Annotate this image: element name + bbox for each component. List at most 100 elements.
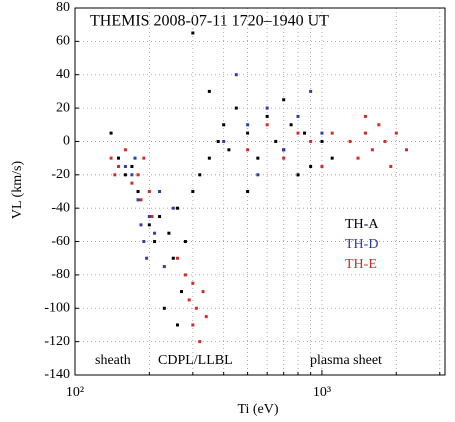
point xyxy=(171,206,175,210)
point xyxy=(265,114,269,118)
point xyxy=(153,240,157,244)
point xyxy=(204,315,208,319)
point xyxy=(183,273,187,277)
legend-entry: TH-A xyxy=(345,217,379,232)
point xyxy=(123,148,127,152)
point xyxy=(147,215,151,219)
point xyxy=(356,156,360,160)
point xyxy=(158,215,162,219)
point xyxy=(136,173,140,177)
point xyxy=(389,164,393,168)
point xyxy=(109,156,113,160)
point xyxy=(222,123,226,127)
point xyxy=(167,231,171,235)
point xyxy=(175,256,179,260)
y-tick-label: -80 xyxy=(51,267,70,282)
point xyxy=(150,215,154,219)
point xyxy=(309,89,313,93)
y-tick-label: 20 xyxy=(56,100,70,115)
point xyxy=(171,256,175,260)
point xyxy=(198,340,202,344)
point xyxy=(274,139,278,143)
y-tick-label: 60 xyxy=(56,34,70,49)
legend-entry: TH-E xyxy=(345,257,377,272)
point xyxy=(109,131,113,135)
y-tick-label: -140 xyxy=(44,367,70,382)
point xyxy=(147,190,151,193)
annotation: sheath xyxy=(95,353,131,368)
annotation: plasma sheet xyxy=(310,353,382,368)
chart-title: THEMIS 2008-07-11 1720–1940 UT xyxy=(90,13,329,30)
point xyxy=(116,164,120,168)
point xyxy=(142,240,146,244)
point xyxy=(246,131,250,135)
point xyxy=(123,173,127,177)
point xyxy=(191,281,195,285)
point xyxy=(183,240,187,244)
point xyxy=(405,148,409,152)
point xyxy=(130,164,134,168)
point xyxy=(303,131,307,135)
point xyxy=(136,190,140,193)
point xyxy=(139,223,143,227)
point xyxy=(194,306,198,310)
point xyxy=(370,148,374,152)
point xyxy=(363,131,367,135)
point xyxy=(282,148,286,152)
point xyxy=(309,164,313,168)
point xyxy=(175,323,179,327)
x-axis-label: Ti (eV) xyxy=(237,402,278,417)
point xyxy=(136,198,140,202)
point xyxy=(191,323,195,327)
point xyxy=(142,156,146,160)
y-tick-label: -60 xyxy=(51,234,70,249)
annotation: CDPL/LLBL xyxy=(158,353,233,368)
point xyxy=(234,73,238,77)
point xyxy=(201,290,205,294)
y-tick-label: 80 xyxy=(56,0,70,15)
point xyxy=(222,139,226,143)
point xyxy=(363,114,367,118)
y-tick-label: 40 xyxy=(56,67,70,82)
point xyxy=(246,148,250,152)
point xyxy=(320,131,324,135)
point xyxy=(265,106,269,110)
point xyxy=(175,206,179,210)
point xyxy=(320,139,324,143)
point xyxy=(394,131,398,135)
point xyxy=(180,290,184,294)
point xyxy=(162,306,166,310)
point xyxy=(116,156,120,160)
point xyxy=(147,223,151,227)
point xyxy=(289,123,293,127)
point xyxy=(330,131,334,135)
point xyxy=(296,173,300,177)
y-tick-label: -100 xyxy=(44,300,70,315)
point xyxy=(207,89,211,93)
point xyxy=(265,123,269,127)
point xyxy=(383,139,387,143)
point xyxy=(296,131,300,135)
point xyxy=(348,139,352,143)
point xyxy=(162,265,166,269)
point xyxy=(113,173,117,177)
point xyxy=(234,106,238,110)
point xyxy=(320,164,324,168)
x-tick-label: 10³ xyxy=(313,385,331,400)
point xyxy=(246,123,250,127)
point xyxy=(145,256,149,260)
point xyxy=(153,231,157,235)
y-tick-label: 0 xyxy=(63,134,70,149)
point xyxy=(227,148,231,152)
point xyxy=(256,173,260,177)
point xyxy=(309,139,313,143)
point xyxy=(158,190,162,193)
y-axis-label: VL (km/s) xyxy=(10,161,25,220)
x-tick-label: 10² xyxy=(66,385,84,400)
point xyxy=(187,298,191,302)
plot-frame xyxy=(74,7,446,376)
point xyxy=(133,156,137,160)
point xyxy=(282,98,286,102)
point xyxy=(191,31,195,35)
point xyxy=(191,190,195,193)
